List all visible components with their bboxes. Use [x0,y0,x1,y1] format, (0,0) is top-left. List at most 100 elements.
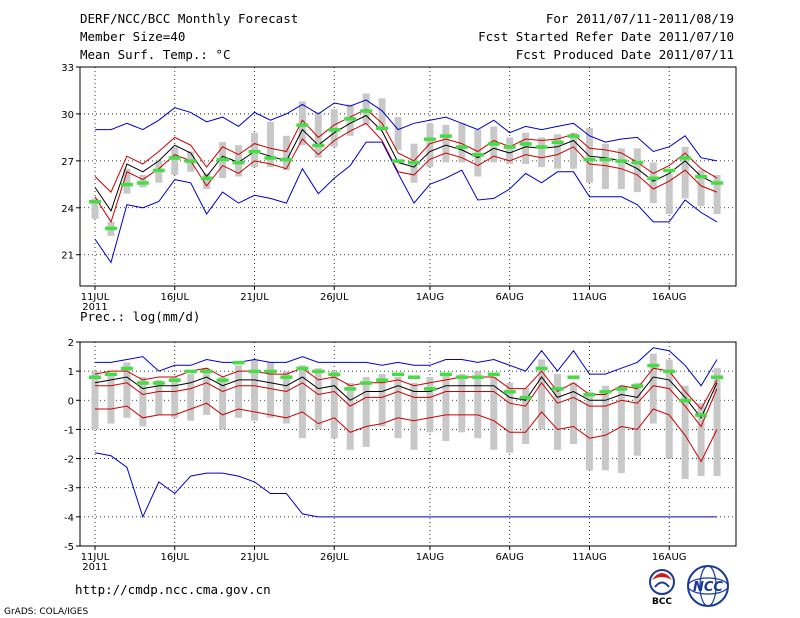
prec-median-mark [136,381,149,385]
prec-median-mark [89,375,101,379]
prec-median-mark [376,378,389,382]
prec-median-mark [599,390,612,394]
temp-xtick-label: 16JUL [160,292,189,303]
prec-box [251,359,258,421]
prec-ytick-label: -5 [64,542,74,553]
temp-box [458,123,466,163]
temp-box [633,148,641,193]
temp-median-mark [328,128,341,132]
temp-xtick-label: 21JUL [240,292,269,303]
bcc-logo-text: BCC [652,597,672,607]
temp-median-mark [663,168,676,173]
prec-median-mark [583,392,596,397]
temp-median-mark [104,226,117,231]
prec-median-mark [184,369,197,374]
temp-box [171,146,179,175]
prec-median-mark [216,378,229,382]
prec-line-min [94,452,717,519]
prec-box [458,374,466,433]
prec-ytick-label: 2 [68,338,74,349]
prec-median-mark [487,372,500,377]
temp-box [139,174,147,188]
prec-line-mean [94,376,718,419]
temp-box [394,117,402,150]
prec-median-mark [567,375,580,379]
temp-ytick-label: 30 [61,110,74,121]
temp-box [314,112,322,158]
temp-median-mark [152,168,165,173]
prec-box [474,371,482,439]
temp-box [538,137,546,168]
member-size: Member Size=40 [80,29,185,44]
prec-box [394,376,402,439]
footer-url[interactable]: http://cmdp.ncc.cma.gov.cn [75,582,271,597]
footer-credit: GrADS: COLA/IGES [4,607,88,617]
prec-box [665,359,673,459]
prec-box [410,382,418,450]
temp-median-mark [264,156,277,160]
forecast-produced: Fcst Produced Date 2011/07/11 [516,47,734,62]
prec-box [91,371,99,430]
prec-box [346,382,354,450]
temp-line-spread_lower [94,122,718,224]
prec-ytick-label: -2 [64,455,74,466]
bcc-logo: BCC [649,569,675,607]
temp-median-mark [695,175,708,179]
prec-median-mark [679,398,692,403]
prec-median-mark [328,372,341,377]
temp-box [506,137,514,164]
temp-box [91,198,99,219]
temp-median-mark [423,137,436,141]
temp-ytick-label: 24 [61,204,74,215]
prec-median-mark [120,366,133,371]
prec-median-mark [200,369,213,374]
temp-median-mark [216,157,229,162]
prec-xtick-label: 11JUL [81,552,110,563]
prec-median-mark [344,387,357,391]
temperature-panel: 21 24 27 30 33 11JUL 16JUL 21JUL 26JUL 1AUG 6AUG 11… [61,63,737,313]
temp-median-mark [631,160,644,165]
prec-line-spread_min [95,402,718,463]
prec-median-mark [631,384,644,388]
temp-box [649,162,657,204]
forecast-started: Fcst Started Refer Date 2011/07/10 [478,29,734,44]
temp-median-mark [376,126,389,131]
temp-median-mark [487,142,500,146]
prec-median-mark [503,390,516,394]
prec-box [442,374,450,442]
prec-box [378,374,386,427]
temp-median-mark [89,200,101,204]
prec-box [426,376,434,433]
temp-box [426,123,434,168]
ncc-logo: NCC [687,565,729,607]
temp-box [442,124,450,163]
figure-title: DERF/NCC/BCC Monthly Forecast [80,11,298,26]
forecast-period: For 2011/07/11-2011/08/19 [546,11,734,26]
temp-median-mark [168,156,181,160]
temp-median-mark [408,160,420,165]
prec-median-mark [264,369,277,374]
prec-ytick-label: -3 [64,484,74,495]
temp-ytick-label: 27 [61,157,74,168]
prec-xtick-label: 6AUG [496,552,524,563]
prec-box [522,388,530,444]
prec-median-mark [312,369,325,374]
prec-box [139,376,147,427]
temp-line-spread_upper [94,108,718,193]
temp-median-mark [519,142,532,146]
prec-box [314,368,322,430]
temp-median-mark [248,149,261,154]
temp-median-mark [344,117,357,121]
temp-box [554,134,562,169]
temp-box [123,168,131,194]
prec-median-mark [408,375,420,379]
ncc-logo-text: NCC [693,580,723,595]
prec-ytick-label: 1 [68,367,74,378]
temp-median-mark [360,109,373,113]
prec-ytick-label: -4 [64,513,74,524]
prec-median-mark [232,360,245,365]
temp-median-mark [551,140,564,145]
temp-median-mark [439,134,452,138]
prec-xtick-label: 21JUL [240,552,269,563]
prec-box [506,382,514,453]
